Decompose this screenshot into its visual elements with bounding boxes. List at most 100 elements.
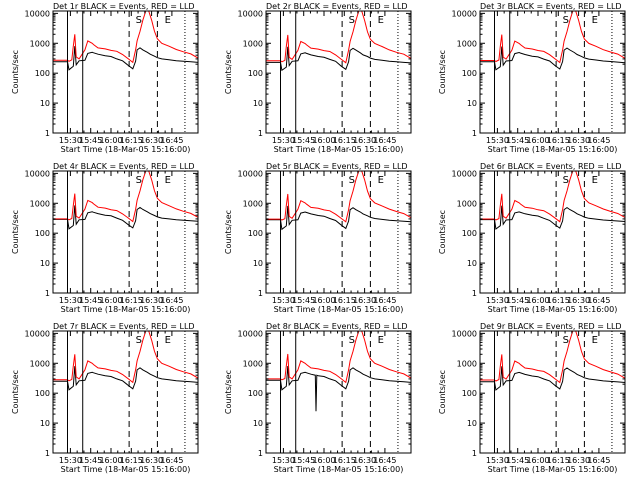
- x-axis-label: Start Time (18-Mar-05 15:16:00): [488, 305, 618, 314]
- x-axis-label: Start Time (18-Mar-05 15:16:00): [274, 465, 404, 474]
- x-axis-label: Start Time (18-Mar-05 15:16:00): [274, 305, 404, 314]
- y-axis-label: Counts/sec: [224, 370, 233, 414]
- y-tick-label: 10: [40, 419, 50, 428]
- x-axis-label: Start Time (18-Mar-05 15:16:00): [61, 145, 191, 154]
- x-tick-label: 16:15: [120, 296, 143, 305]
- x-tick-label: 16:15: [120, 136, 143, 145]
- panel-title: Det 9r BLACK = Events, RED = LLD: [480, 322, 622, 331]
- interval-marker-end: E: [165, 15, 171, 26]
- y-tick-label: 1000: [457, 359, 477, 368]
- y-tick-label: 100: [35, 69, 50, 78]
- y-axis-label: Counts/sec: [438, 370, 447, 414]
- x-tick-label: 15:45: [79, 296, 102, 305]
- x-tick-label: 15:45: [506, 456, 529, 465]
- interval-marker-end: E: [165, 175, 171, 186]
- x-tick-label: 16:00: [526, 456, 549, 465]
- y-tick-label: 10: [253, 419, 263, 428]
- x-tick-label: 15:30: [486, 296, 509, 305]
- x-tick-label: 16:00: [526, 136, 549, 145]
- y-tick-label: 10: [253, 99, 263, 108]
- interval-marker-start: S: [136, 335, 142, 346]
- y-tick-label: 100: [35, 229, 50, 238]
- series-line-lld: [266, 11, 411, 64]
- x-tick-label: 15:45: [79, 136, 102, 145]
- interval-marker-start: S: [563, 15, 569, 26]
- x-tick-label: 16:00: [99, 136, 122, 145]
- panel-det-3: S E11010010001000015:3015:4516:0016:1516:…: [438, 2, 626, 154]
- x-tick-label: 16:00: [312, 456, 335, 465]
- x-tick-label: 16:45: [160, 136, 183, 145]
- y-tick-label: 1: [258, 289, 263, 298]
- series-line-lld: [53, 331, 198, 384]
- y-tick-label: 1000: [30, 359, 50, 368]
- x-tick-label: 16:45: [587, 136, 610, 145]
- panel-det-8: S E11010010001000015:3015:4516:0016:1516:…: [224, 322, 412, 474]
- x-tick-label: 16:15: [120, 456, 143, 465]
- y-tick-label: 10000: [452, 329, 477, 338]
- x-tick-label: 15:30: [59, 296, 82, 305]
- x-tick-label: 16:30: [353, 456, 376, 465]
- y-tick-label: 1000: [457, 199, 477, 208]
- x-tick-label: 15:30: [486, 456, 509, 465]
- y-axis-label: Counts/sec: [11, 210, 20, 254]
- y-tick-label: 10000: [25, 9, 50, 18]
- interval-marker-end: E: [592, 15, 598, 26]
- x-tick-label: 16:45: [160, 456, 183, 465]
- series-line-events: [480, 205, 625, 230]
- interval-marker-end: E: [378, 175, 384, 186]
- x-tick-label: 16:15: [547, 136, 570, 145]
- x-axis-label: Start Time (18-Mar-05 15:16:00): [61, 305, 191, 314]
- panel-det-4: S E11010010001000015:3015:4516:0016:1516:…: [11, 162, 199, 314]
- y-tick-label: 1000: [243, 359, 263, 368]
- x-tick-label: 16:45: [587, 296, 610, 305]
- y-axis-label: Counts/sec: [224, 210, 233, 254]
- y-tick-label: 1000: [457, 39, 477, 48]
- x-tick-label: 16:00: [312, 136, 335, 145]
- x-tick-label: 16:45: [373, 136, 396, 145]
- series-line-lld: [53, 171, 198, 223]
- x-axis-label: Start Time (18-Mar-05 15:16:00): [488, 465, 618, 474]
- y-tick-label: 10000: [238, 169, 263, 178]
- x-tick-label: 15:45: [79, 456, 102, 465]
- y-tick-label: 10: [253, 259, 263, 268]
- x-tick-label: 15:45: [506, 296, 529, 305]
- x-tick-label: 16:30: [567, 136, 590, 145]
- series-line-events: [266, 205, 411, 231]
- y-tick-label: 10: [467, 259, 477, 268]
- x-tick-label: 16:00: [526, 296, 549, 305]
- x-tick-label: 16:45: [587, 456, 610, 465]
- x-axis-label: Start Time (18-Mar-05 15:16:00): [274, 145, 404, 154]
- interval-marker-end: E: [592, 175, 598, 186]
- interval-marker-start: S: [136, 175, 142, 186]
- y-tick-label: 1: [45, 289, 50, 298]
- x-tick-label: 15:30: [59, 136, 82, 145]
- series-line-events: [266, 46, 411, 72]
- y-tick-label: 1000: [243, 199, 263, 208]
- interval-marker-start: S: [563, 335, 569, 346]
- panel-det-9: S E11010010001000015:3015:4516:0016:1516:…: [438, 322, 626, 474]
- y-tick-label: 100: [462, 389, 477, 398]
- y-tick-label: 10000: [25, 169, 50, 178]
- panel-det-2: S E11010010001000015:3015:4516:0016:1516:…: [224, 2, 412, 154]
- y-tick-label: 100: [248, 389, 263, 398]
- x-tick-label: 16:00: [99, 296, 122, 305]
- interval-marker-end: E: [165, 335, 171, 346]
- y-tick-label: 1000: [30, 39, 50, 48]
- series-line-lld: [480, 171, 625, 223]
- x-tick-label: 16:45: [373, 456, 396, 465]
- y-tick-label: 10000: [25, 329, 50, 338]
- y-tick-label: 10000: [452, 169, 477, 178]
- interval-marker-start: S: [349, 15, 355, 26]
- interval-marker-start: S: [136, 15, 142, 26]
- panel-det-6: S E11010010001000015:3015:4516:0016:1516:…: [438, 162, 626, 314]
- series-line-events: [53, 366, 198, 391]
- panel-title: Det 7r BLACK = Events, RED = LLD: [53, 322, 195, 331]
- interval-marker-start: S: [349, 175, 355, 186]
- plot-frame: [479, 10, 626, 134]
- x-tick-label: 16:30: [140, 456, 163, 465]
- plot-frame: [52, 330, 199, 454]
- x-axis-label: Start Time (18-Mar-05 15:16:00): [488, 145, 618, 154]
- panel-title: Det 8r BLACK = Events, RED = LLD: [266, 322, 408, 331]
- x-tick-label: 15:30: [272, 456, 295, 465]
